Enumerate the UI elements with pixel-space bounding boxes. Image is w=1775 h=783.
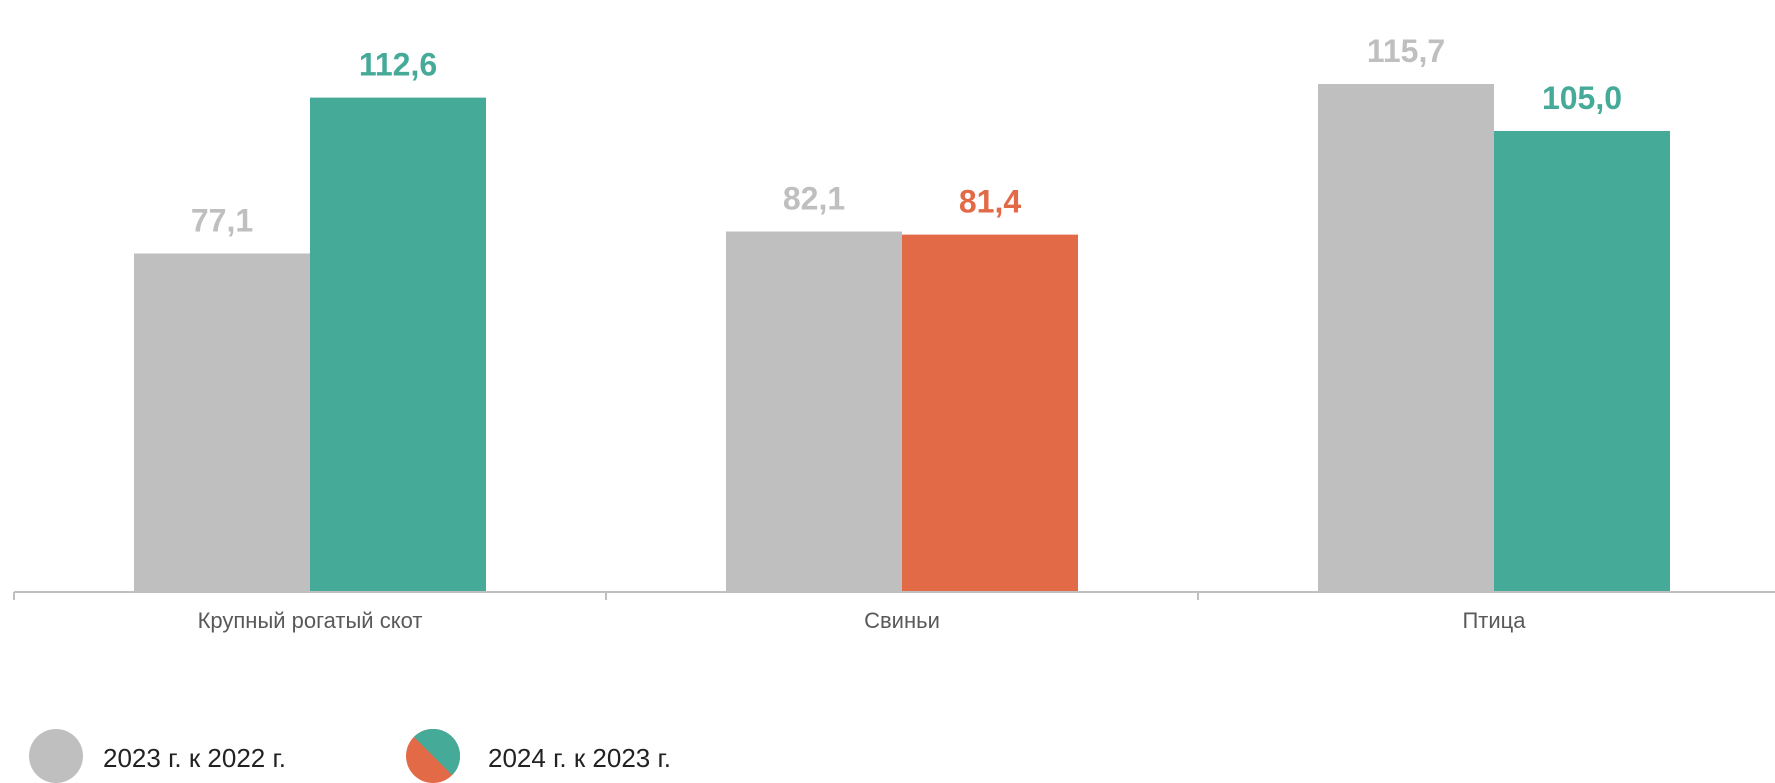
- bar-series-1-cat-2: [726, 231, 902, 592]
- value-label-series-2-cat-3: 105,0: [1542, 80, 1622, 116]
- bars-group: [134, 84, 1670, 592]
- value-label-series-1-cat-1: 77,1: [191, 202, 253, 238]
- legend-swatch-series-1: [29, 729, 83, 783]
- bar-series-2-cat-1: [310, 97, 486, 592]
- legend-label-series-1: 2023 г. к 2022 г.: [103, 743, 286, 773]
- value-label-series-2-cat-1: 112,6: [359, 47, 437, 83]
- legend: 2023 г. к 2022 г. 2024 г. к 2023 г.: [29, 729, 671, 783]
- value-labels-group: 77,1 112,6 82,1 81,4 115,7 105,0: [191, 33, 1622, 238]
- category-label-2: Свиньи: [864, 608, 940, 633]
- bar-series-1-cat-1: [134, 253, 310, 592]
- x-axis-ticks: [13, 592, 1199, 600]
- value-label-series-2-cat-2: 81,4: [959, 184, 1021, 220]
- bar-series-2-cat-2: [902, 234, 1078, 592]
- bar-series-2-cat-3: [1494, 130, 1670, 592]
- legend-label-series-2: 2024 г. к 2023 г.: [488, 743, 671, 773]
- category-label-3: Птица: [1462, 608, 1526, 633]
- legend-swatch-series-2: [406, 729, 460, 783]
- value-label-series-1-cat-3: 115,7: [1367, 33, 1445, 69]
- category-label-1: Крупный рогатый скот: [198, 608, 423, 633]
- bar-series-1-cat-3: [1318, 84, 1494, 592]
- category-labels-group: Крупный рогатый скот Свиньи Птица: [198, 608, 1527, 633]
- value-label-series-1-cat-2: 82,1: [783, 181, 845, 217]
